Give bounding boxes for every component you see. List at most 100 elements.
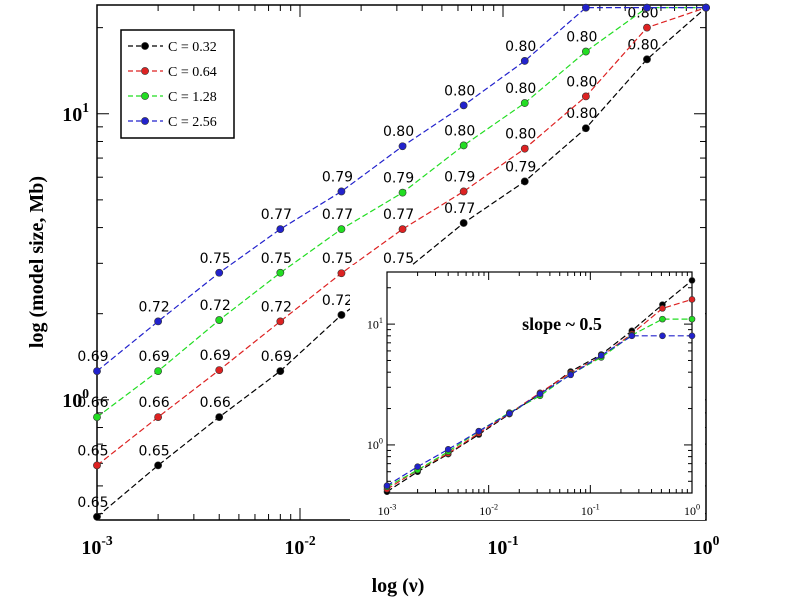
data-label: 0.65 xyxy=(77,443,108,459)
legend-label: C = 2.56 xyxy=(168,115,217,130)
data-label: 0.77 xyxy=(444,201,475,217)
y-axis-title: log (model size, Mb) xyxy=(26,176,48,348)
data-point xyxy=(93,461,101,470)
x-tick-label: 100 xyxy=(684,503,700,518)
slope-annotation: slope ~ 0.5 xyxy=(522,314,602,334)
data-label: 0.80 xyxy=(444,123,475,139)
legend-label: C = 1.28 xyxy=(168,90,217,105)
data-point xyxy=(215,316,224,324)
data-point xyxy=(520,144,529,153)
data-point xyxy=(659,305,666,312)
data-point xyxy=(581,92,590,101)
data-label: 0.72 xyxy=(200,298,231,314)
data-label: 0.69 xyxy=(200,348,231,364)
data-point xyxy=(520,177,529,186)
data-point xyxy=(154,461,163,470)
data-point xyxy=(383,482,391,489)
data-point xyxy=(154,317,163,326)
legend: C = 0.32 C = 0.64 C = 1.28 C = 2.56 xyxy=(120,29,235,139)
series-4 xyxy=(383,332,696,489)
data-point xyxy=(414,463,421,471)
data-label: 0.75 xyxy=(322,251,353,267)
data-point xyxy=(215,366,224,375)
data-point xyxy=(276,268,285,277)
data-label: 0.77 xyxy=(322,207,353,223)
data-point xyxy=(475,427,483,435)
data-label: 0.80 xyxy=(627,6,658,22)
data-label: 0.69 xyxy=(77,349,108,365)
data-point xyxy=(459,187,468,196)
data-point xyxy=(93,512,101,521)
data-point xyxy=(506,410,513,417)
series-line xyxy=(386,335,692,487)
y-tick-label: 100 xyxy=(367,437,383,452)
data-label: 0.80 xyxy=(566,30,597,46)
data-label: 0.77 xyxy=(261,207,292,223)
data-point xyxy=(688,277,696,284)
data-label: 0.77 xyxy=(383,207,414,223)
data-label: 0.72 xyxy=(261,299,292,315)
data-label: 0.80 xyxy=(505,39,536,55)
data-point xyxy=(459,219,468,227)
data-label: 0.75 xyxy=(261,251,292,267)
data-point xyxy=(567,371,574,379)
data-point xyxy=(520,99,529,107)
data-point xyxy=(215,413,224,422)
legend-marker xyxy=(141,92,149,100)
legend-label: C = 0.32 xyxy=(168,40,217,55)
data-point xyxy=(581,3,590,12)
data-label: 0.79 xyxy=(566,0,597,2)
y-tick-label: 101 xyxy=(367,316,383,331)
data-label: 0.80 xyxy=(444,83,475,99)
data-label: 0.80 xyxy=(566,74,597,90)
inset-plot: 10-3 10-2 10-1 100 100 101 slope ~ 0.5 xyxy=(350,265,705,520)
data-point xyxy=(154,367,163,375)
data-label: 0.69 xyxy=(261,349,292,365)
data-label: 0.66 xyxy=(77,395,108,411)
data-point xyxy=(688,315,696,323)
data-point xyxy=(398,225,407,234)
legend-marker xyxy=(141,117,149,125)
data-point xyxy=(688,332,696,340)
inset-background xyxy=(350,265,705,520)
x-axis-title: log (ν) xyxy=(372,575,425,597)
y-tick-label: 100 xyxy=(62,386,89,412)
x-tick-label: 10-3 xyxy=(378,503,397,518)
data-point xyxy=(643,23,651,32)
data-point xyxy=(444,445,452,453)
data-label: 0.79 xyxy=(444,169,475,185)
x-tick-label: 10-2 xyxy=(284,533,316,559)
data-label: 0.75 xyxy=(383,251,414,267)
data-point xyxy=(337,225,346,234)
x-tick-label: 100 xyxy=(693,533,720,559)
data-point xyxy=(702,3,710,12)
data-point xyxy=(398,188,407,197)
data-point xyxy=(536,390,544,398)
series-line xyxy=(96,7,707,466)
data-label: 0.66 xyxy=(139,395,170,411)
data-point xyxy=(581,47,590,56)
data-label: 0.79 xyxy=(322,169,353,185)
data-label: 0.75 xyxy=(200,251,231,267)
data-label: 0.80 xyxy=(505,81,536,97)
data-label: 0.80 xyxy=(383,124,414,140)
data-label: 0.80 xyxy=(566,106,597,122)
data-point xyxy=(520,57,529,65)
data-label: 0.72 xyxy=(322,293,353,309)
series-4: 0.69 0.72 0.75 0.77 0.79 0.80 0.80 0.80 0.79 xyxy=(77,0,710,375)
data-point xyxy=(337,311,346,319)
data-point xyxy=(154,413,163,422)
data-point xyxy=(276,225,285,234)
legend-marker xyxy=(141,67,149,75)
data-point xyxy=(215,268,224,277)
x-tick-label: 10-3 xyxy=(81,533,113,559)
data-point xyxy=(659,332,666,340)
y-tick-label: 101 xyxy=(62,100,89,126)
data-point xyxy=(643,3,651,12)
data-point xyxy=(459,101,468,110)
data-point xyxy=(398,142,407,151)
legend-marker xyxy=(141,42,149,50)
series-line xyxy=(386,318,692,488)
data-label: 0.69 xyxy=(139,349,170,365)
data-point xyxy=(459,141,468,150)
